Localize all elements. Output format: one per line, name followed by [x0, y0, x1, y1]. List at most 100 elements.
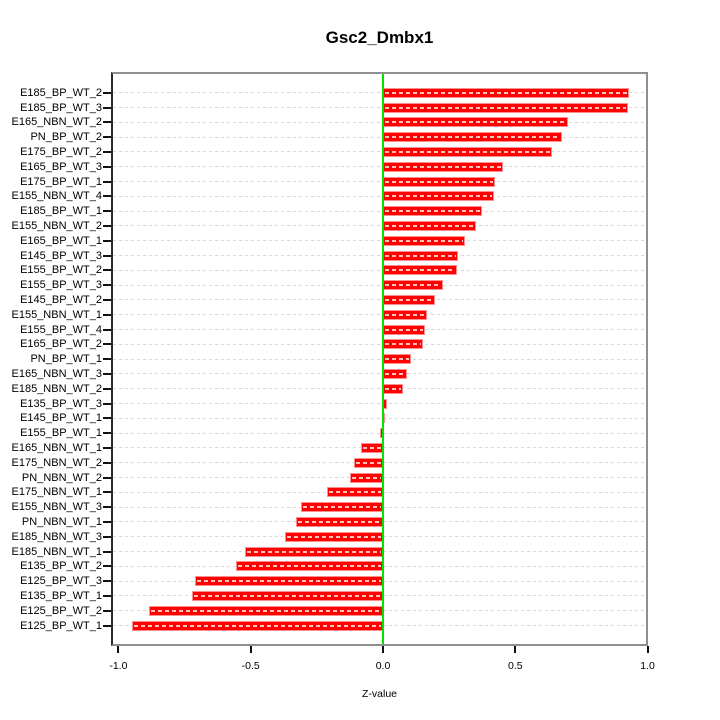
y-axis-label: E135_BP_WT_1 — [20, 589, 102, 602]
y-axis-label: E135_BP_WT_3 — [20, 397, 102, 410]
bar-dash-pattern — [385, 150, 551, 153]
y-axis-label: E155_BP_WT_2 — [20, 264, 102, 277]
y-axis-label: PN_NBN_WT_2 — [21, 471, 102, 484]
y-axis-label: E125_BP_WT_3 — [20, 575, 102, 588]
bar-dash-pattern — [385, 91, 628, 94]
y-tick — [103, 239, 111, 242]
y-axis-label: E125_BP_WT_1 — [20, 619, 102, 632]
chart-title: Gsc2_Dmbx1 — [325, 28, 434, 47]
x-tick — [249, 646, 252, 653]
y-axis-label: E155_NBN_WT_1 — [11, 308, 103, 321]
gridline — [113, 195, 646, 197]
y-tick — [103, 476, 111, 479]
gridline — [113, 373, 646, 375]
gridline — [113, 403, 646, 404]
bar — [383, 87, 630, 98]
x-tick-label: 0.5 — [507, 660, 523, 672]
y-tick — [103, 624, 111, 627]
y-tick — [103, 461, 111, 464]
bar-dash-pattern — [194, 594, 381, 597]
bar — [245, 546, 383, 557]
bar — [131, 620, 383, 631]
bar-dash-pattern — [385, 387, 401, 390]
y-tick — [103, 313, 111, 316]
y-axis-label: E185_BP_WT_1 — [20, 205, 102, 218]
y-tick — [103, 210, 111, 213]
bar — [383, 383, 403, 394]
bar — [383, 132, 562, 143]
bar — [383, 176, 496, 187]
gridline — [113, 151, 646, 153]
bar — [195, 576, 383, 587]
y-tick — [103, 298, 111, 301]
y-tick — [103, 91, 111, 94]
y-axis-label: E175_NBN_WT_1 — [11, 486, 103, 499]
y-axis-label: E155_BP_WT_4 — [20, 323, 102, 336]
y-tick — [103, 491, 111, 494]
x-tick — [382, 646, 384, 653]
plot-area — [113, 74, 646, 644]
bar-dash-pattern — [133, 624, 381, 627]
bar — [192, 590, 383, 601]
y-axis-label: E185_NBN_WT_3 — [11, 530, 103, 543]
bar-dash-pattern — [362, 446, 381, 449]
y-axis-label: E165_NBN_WT_1 — [11, 441, 103, 454]
bar — [383, 368, 407, 379]
gridline — [113, 388, 646, 390]
y-axis-label: E165_NBN_WT_2 — [11, 116, 103, 129]
x-axis-label: Z-value — [361, 688, 397, 700]
bar-dash-pattern — [385, 224, 474, 227]
y-tick — [103, 387, 111, 390]
bar-dash-pattern — [302, 506, 381, 509]
bar-dash-pattern — [247, 550, 381, 553]
bar-dash-pattern — [385, 180, 494, 183]
bar — [383, 191, 495, 202]
y-axis-label: E125_BP_WT_2 — [20, 604, 102, 617]
y-axis-label: E155_NBN_WT_2 — [11, 219, 103, 232]
bar — [383, 265, 458, 276]
bar — [148, 605, 383, 616]
bar — [383, 102, 628, 113]
y-tick — [103, 165, 111, 168]
y-tick — [103, 520, 111, 523]
bar-dash-pattern — [385, 284, 441, 287]
gridline — [113, 314, 646, 316]
bar-dash-pattern — [385, 165, 502, 168]
gridline — [113, 121, 646, 123]
bar-dash-pattern — [385, 298, 433, 301]
x-tick — [514, 646, 517, 653]
bar-dash-pattern — [287, 535, 381, 538]
y-axis-label: E175_BP_WT_1 — [20, 175, 102, 188]
bar — [349, 472, 383, 483]
y-tick — [103, 136, 111, 139]
y-tick — [103, 372, 111, 375]
y-tick — [103, 106, 111, 109]
y-axis-label: PN_NBN_WT_1 — [21, 515, 102, 528]
bar — [383, 220, 476, 231]
y-axis-label: E185_NBN_WT_2 — [11, 382, 103, 395]
bar-dash-pattern — [385, 328, 424, 331]
bar-dash-pattern — [385, 136, 560, 139]
bar-dash-pattern — [385, 343, 421, 346]
y-tick — [103, 224, 111, 227]
y-tick — [103, 328, 111, 331]
y-axis-label: E145_BP_WT_1 — [20, 412, 102, 425]
bar-dash-pattern — [385, 195, 493, 198]
bar-dash-pattern — [385, 313, 425, 316]
bar-dash-pattern — [385, 121, 567, 124]
gridline — [113, 343, 646, 345]
bar — [383, 294, 435, 305]
y-tick — [103, 565, 111, 568]
y-axis-label: E145_BP_WT_2 — [20, 293, 102, 306]
bar-dash-pattern — [197, 580, 381, 583]
bar-dash-pattern — [385, 269, 456, 272]
gridline — [113, 225, 646, 227]
y-tick — [103, 594, 111, 597]
y-tick — [103, 550, 111, 553]
y-tick — [103, 150, 111, 153]
bar-dash-pattern — [351, 476, 381, 479]
gridline — [113, 417, 646, 419]
y-axis-label: E175_NBN_WT_2 — [11, 456, 103, 469]
bar — [383, 339, 423, 350]
